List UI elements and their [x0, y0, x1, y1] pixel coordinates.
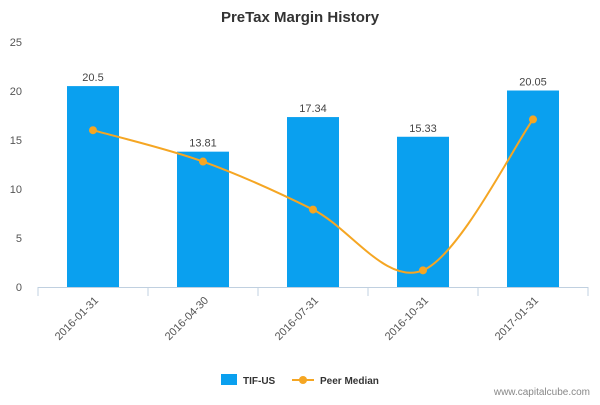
y-tick-label: 10	[10, 184, 22, 196]
y-tick-label: 25	[10, 37, 22, 49]
peer-median-line	[92, 118, 534, 274]
x-tick-label: 2016-04-30	[163, 295, 211, 343]
data-labels: 20.5 13.81 17.34 15.33 20.05	[82, 72, 546, 150]
bar-2016-07-31[interactable]	[287, 117, 339, 288]
data-label: 20.05	[519, 77, 547, 89]
peer-median-point-2016-01-31[interactable]	[89, 126, 97, 135]
data-label: 13.81	[189, 138, 217, 150]
legend-label-peer[interactable]: Peer Median	[320, 376, 379, 387]
peer-median-point-2016-07-31[interactable]	[309, 205, 317, 214]
peer-median-series	[89, 115, 537, 275]
legend: TIF-US Peer Median	[221, 374, 379, 387]
x-tick-label: 2016-07-31	[273, 295, 321, 343]
bar-2016-01-31[interactable]	[67, 86, 119, 287]
x-axis: 2016-01-31 2016-04-30 2016-07-31 2016-10-31…	[37, 287, 589, 343]
data-label: 17.34	[299, 103, 327, 115]
y-tick-label: 20	[10, 86, 22, 98]
y-tick-label: 0	[16, 282, 22, 294]
data-label: 20.5	[82, 72, 103, 84]
peer-median-point-2016-10-31[interactable]	[419, 266, 427, 275]
chart-title: PreTax Margin History	[221, 9, 380, 26]
data-label: 15.33	[409, 123, 437, 135]
peer-median-point-2017-01-31[interactable]	[529, 115, 537, 124]
y-tick-label: 15	[10, 135, 22, 147]
credit-text: www.capitalcube.com	[493, 387, 590, 398]
legend-swatch-bar	[221, 374, 237, 385]
legend-swatch-marker	[299, 376, 307, 384]
x-tick-label: 2016-10-31	[383, 295, 431, 343]
legend-label-tif[interactable]: TIF-US	[243, 376, 276, 387]
y-axis: 0 5 10 15 20 25	[10, 37, 22, 294]
x-tick-label: 2016-01-31	[53, 295, 101, 343]
y-tick-label: 5	[16, 233, 22, 245]
bar-2016-10-31[interactable]	[397, 136, 449, 287]
bar-series	[67, 86, 559, 288]
x-tick-label: 2017-01-31	[493, 295, 541, 343]
peer-median-point-2016-04-30[interactable]	[199, 157, 207, 166]
bar-2016-04-30[interactable]	[177, 151, 229, 287]
